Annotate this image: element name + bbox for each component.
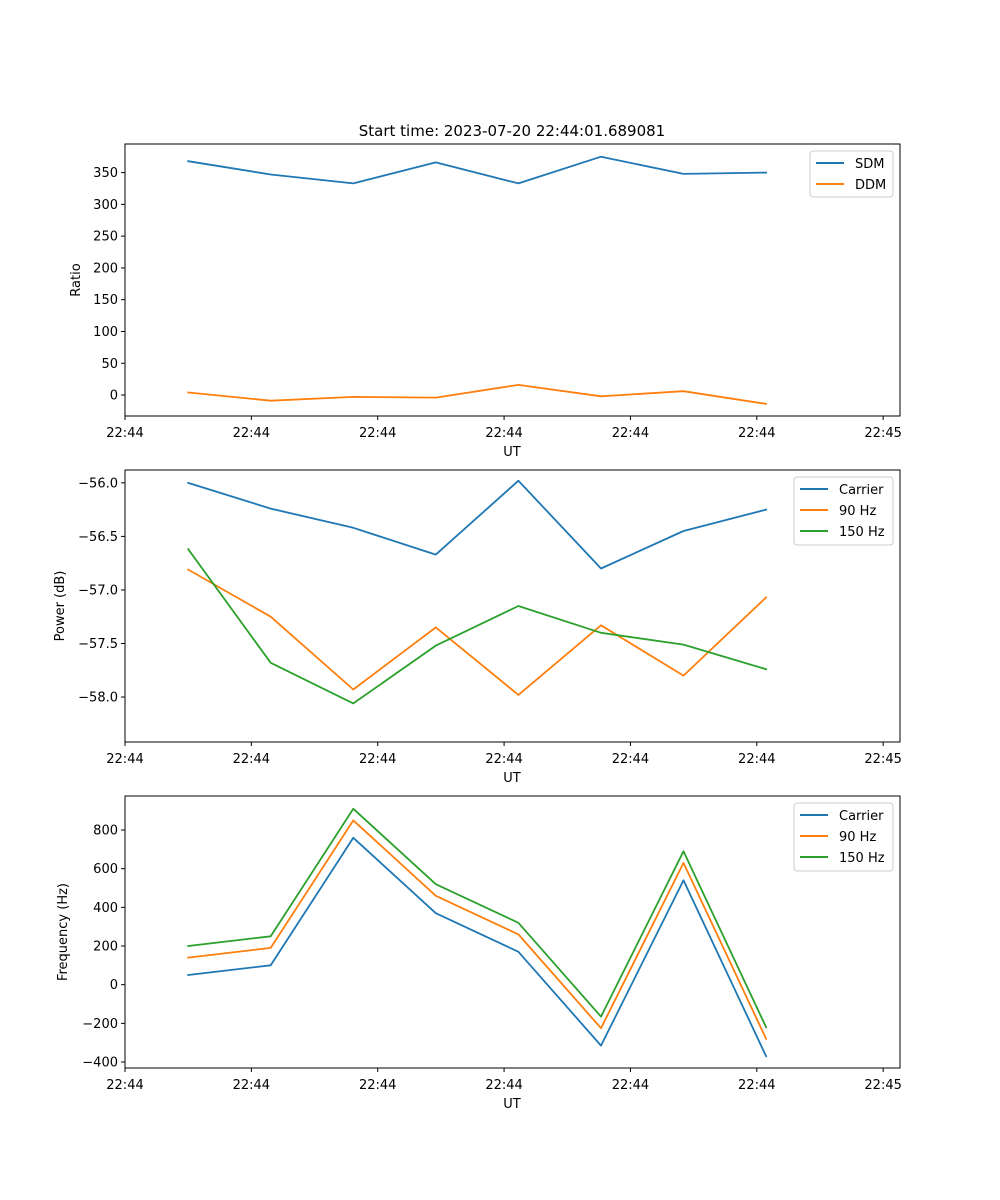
x-tick-label: 22:44 [485,426,522,441]
x-tick-label: 22:45 [864,752,901,767]
y-tick-label: 400 [93,901,118,916]
x-tick-label: 22:44 [485,752,522,767]
series-line-sdm [187,155,768,185]
y-tick-label: 800 [93,824,118,839]
y-tick-label: 50 [101,357,118,372]
series-line-ddm [187,383,768,405]
x-tick-label: 22:44 [612,1078,649,1093]
ytick-group: 0 50 100 150 200 250 300 350 [93,166,125,404]
legend-label-150hz: 150 Hz [839,525,885,540]
x-tick-label: 22:44 [612,752,649,767]
y-tick-label: 150 [93,293,118,308]
series-line-150hz [187,807,768,1029]
series-group [187,155,768,405]
plot-frame [124,143,901,417]
y-tick-label: 200 [93,940,118,955]
panel-power: −58.0−57.5−57.0−56.5−56.0 22:44 22:44 22:4… [53,469,902,786]
series-line-carrier [187,836,768,1058]
series-line-150hz [186,547,768,705]
legend-label-carrier: Carrier [839,809,884,824]
y-tick-label: −57.5 [78,637,118,652]
xtick-group: 22:44 22:44 22:44 22:44 22:44 22:44 22:45 [106,1068,902,1093]
legend-label-90hz: 90 Hz [839,504,876,519]
x-tick-label: 22:44 [106,426,143,441]
x-tick-label: 22:44 [233,1078,270,1093]
series-group [187,807,768,1058]
y-tick-label: −56.0 [78,476,118,491]
legend: SDM DDM [809,150,894,198]
series-line-carrier [187,479,768,570]
y-tick-label: 600 [93,862,118,877]
series-line-90hz [186,568,768,696]
x-tick-label: 22:45 [864,1078,901,1093]
panel-ratio: Start time: 2023-07-20 22:44:01.689081 0… [69,122,902,460]
plot-frame [124,469,901,743]
y-tick-label: 0 [110,389,118,404]
x-tick-label: 22:44 [738,1078,775,1093]
y-tick-label: 250 [93,230,118,245]
y-tick-label: 0 [110,978,118,993]
y-tick-label: −56.5 [78,530,118,545]
x-tick-label: 22:44 [106,752,143,767]
legend-label-90hz: 90 Hz [839,830,876,845]
x-tick-label: 22:44 [485,1078,522,1093]
x-axis-label: UT [503,771,521,786]
x-tick-label: 22:44 [359,752,396,767]
x-tick-label: 22:44 [612,426,649,441]
chart-title: Start time: 2023-07-20 22:44:01.689081 [359,122,665,140]
x-tick-label: 22:44 [738,752,775,767]
x-tick-label: 22:44 [233,752,270,767]
y-tick-label: 300 [93,198,118,213]
legend-box [793,476,894,546]
y-tick-label: 350 [93,166,118,181]
x-tick-label: 22:44 [106,1078,143,1093]
x-axis-label: UT [503,1097,521,1112]
legend-box [793,802,894,872]
y-tick-label: −400 [82,1056,118,1071]
y-tick-label: −58.0 [78,691,118,706]
legend: Carrier 90 Hz 150 Hz [793,802,894,872]
x-tick-label: 22:44 [233,426,270,441]
y-axis-label: Ratio [69,263,84,296]
series-group [186,479,768,705]
legend-label-150hz: 150 Hz [839,851,885,866]
y-tick-label: −57.0 [78,583,118,598]
xtick-group: 22:44 22:44 22:44 22:44 22:44 22:44 22:45 [106,416,902,441]
y-axis-label: Power (dB) [53,571,68,642]
y-tick-label: 200 [93,261,118,276]
x-tick-label: 22:44 [359,426,396,441]
legend: Carrier 90 Hz 150 Hz [793,476,894,546]
plot-frame [124,795,901,1069]
series-line-90hz [187,819,768,1040]
x-tick-label: 22:44 [359,1078,396,1093]
y-tick-label: 100 [93,325,118,340]
x-tick-label: 22:45 [864,426,901,441]
legend-label-ddm: DDM [855,178,886,193]
legend-label-carrier: Carrier [839,483,884,498]
y-axis-label: Frequency (Hz) [56,883,71,981]
y-tick-label: −200 [82,1017,118,1032]
x-tick-label: 22:44 [738,426,775,441]
legend-label-sdm: SDM [855,157,884,172]
ytick-group: −400 −200 0 200 400 600 800 [82,824,125,1071]
ytick-group: −58.0 −57.5 −57.0 −56.5 −56.0 [78,476,125,706]
x-axis-label: UT [503,445,521,460]
xtick-group: 22:44 22:44 22:44 22:44 22:44 22:44 22:45 [106,742,902,767]
